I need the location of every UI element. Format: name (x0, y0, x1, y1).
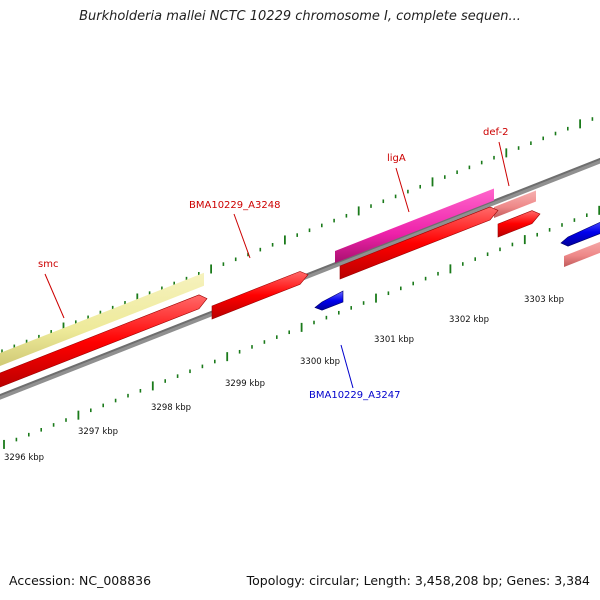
cds-arrow-right-blue (560, 221, 600, 247)
def2-band (494, 190, 536, 218)
cds-arrow-liga (339, 206, 499, 280)
gene-label-def-2: def-2 (483, 127, 508, 138)
kbp-label: 3303 kbp (524, 295, 564, 305)
map-title: Burkholderia mallei NCTC 10229 chromosom… (79, 9, 521, 24)
cds-arrow-def-2 (497, 210, 541, 238)
leader-liga (395, 167, 410, 213)
gene-label-group: smc BMA10229_A3248 ligA def-2 BMA10229_A… (38, 127, 508, 401)
right-pink-band (564, 241, 600, 267)
kbp-label: 3302 kbp (449, 315, 489, 325)
gene-label-bma10229-a3247: BMA10229_A3247 (309, 390, 400, 401)
kbp-label: 3299 kbp (225, 379, 265, 389)
feature-bands (0, 188, 600, 367)
label-leader-lines (44, 141, 510, 389)
kbp-label: 3301 kbp (374, 335, 414, 345)
gene-label-smc: smc (38, 259, 58, 270)
gene-label-bma10229-a3248: BMA10229_A3248 (189, 200, 280, 211)
leader-bma10229-a3248 (233, 213, 251, 259)
leader-def-2 (498, 141, 510, 187)
leader-bma10229-a3247 (340, 344, 354, 389)
kbp-label: 3296 kbp (4, 453, 44, 463)
kbp-tick-row (3, 205, 600, 449)
cds-arrow-bma10229-a3248 (211, 271, 309, 320)
kbp-label: 3300 kbp (300, 357, 340, 367)
kbp-label: 3297 kbp (78, 427, 118, 437)
smc-band (0, 272, 204, 367)
kbp-label: 3298 kbp (151, 403, 191, 413)
liga-band (335, 188, 494, 263)
cds-arrow-smc (0, 294, 208, 388)
leader-smc (44, 273, 65, 319)
cds-arrow-bma10229-a3247 (314, 290, 344, 311)
cds-arrows (0, 206, 600, 388)
kbp-label-group: 3296 kbp 3297 kbp 3298 kbp 3299 kbp 3300… (4, 295, 564, 463)
gene-label-liga: ligA (387, 153, 406, 164)
accession-text: Accession: NC_008836 (9, 573, 152, 588)
genome-stats-text: Topology: circular; Length: 3,458,208 bp… (246, 573, 590, 588)
